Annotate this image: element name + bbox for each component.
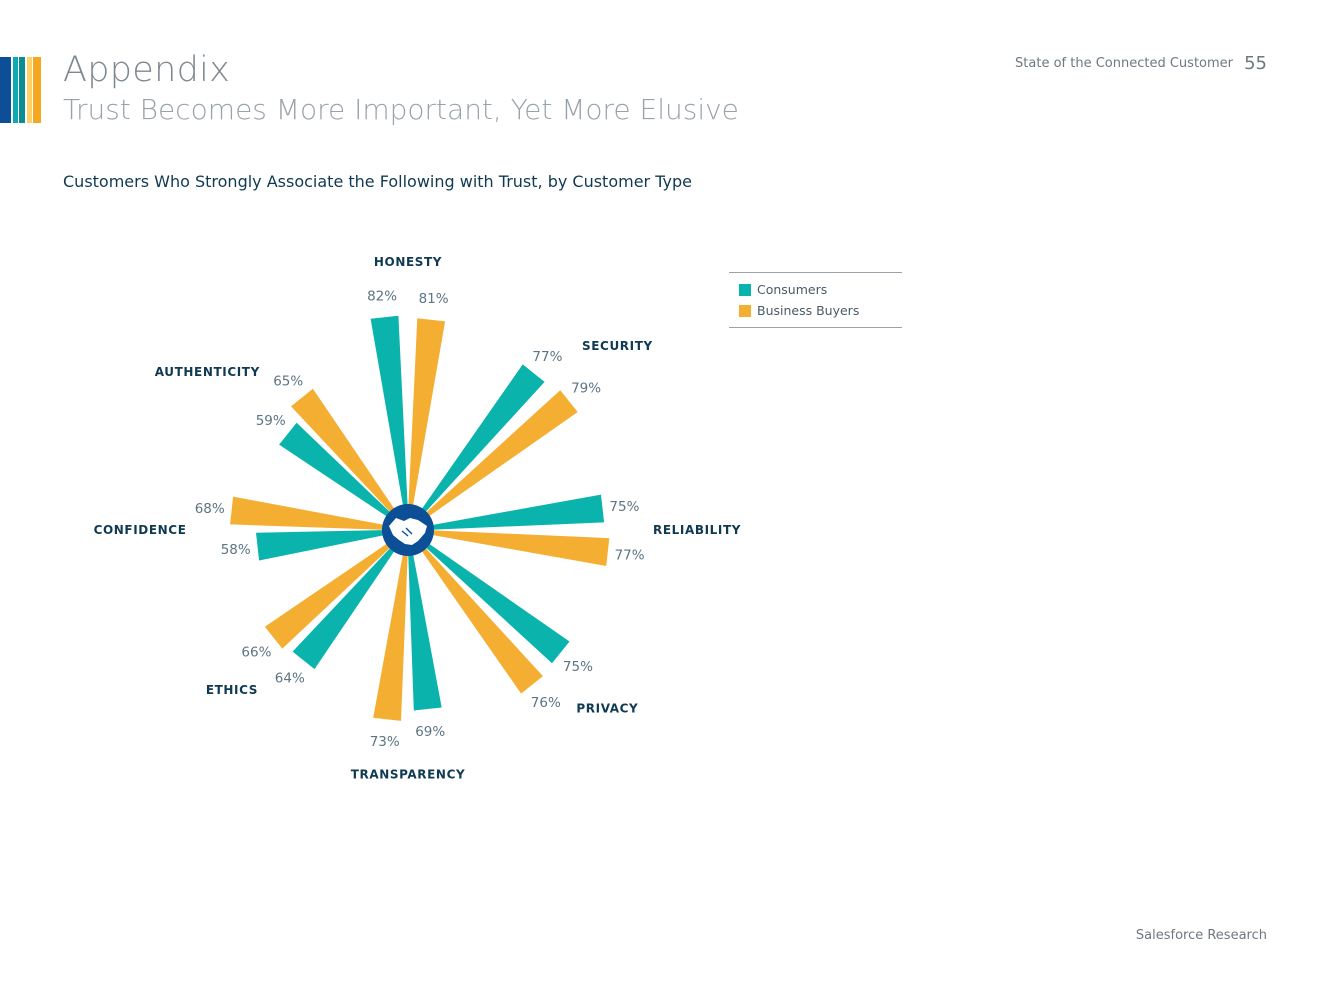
bar-security-business-buyers [416, 390, 578, 524]
category-label-reliability: RELIABILITY [653, 523, 741, 537]
accent-bar-orange [33, 57, 41, 123]
bar-authenticity-business-buyers [291, 388, 402, 522]
category-label-transparency: TRANSPARENCY [351, 768, 466, 782]
bar-honesty-consumers [370, 315, 409, 519]
bar-transparency-consumers [407, 541, 442, 711]
bar-confidence-business-buyers [230, 496, 397, 531]
bar-honesty-business-buyers [407, 318, 446, 519]
value-label-privacy-business-buyers: 76% [531, 695, 561, 711]
value-label-transparency-consumers: 69% [415, 724, 445, 740]
legend-swatch-consumers [739, 283, 751, 296]
accent-bar-yellow [27, 57, 32, 123]
value-label-ethics-business-buyers: 66% [241, 645, 271, 661]
accent-bars [0, 57, 42, 123]
value-label-authenticity-business-buyers: 65% [273, 373, 303, 389]
category-label-confidence: CONFIDENCE [94, 523, 187, 537]
category-label-privacy: PRIVACY [576, 701, 638, 715]
bar-privacy-business-buyers [414, 538, 543, 694]
category-label-ethics: ETHICS [206, 683, 258, 697]
value-label-transparency-business-buyers: 73% [370, 734, 400, 750]
value-label-authenticity-consumers: 59% [256, 413, 286, 429]
document-title: State of the Connected Customer [1015, 56, 1233, 71]
value-label-honesty-consumers: 82% [367, 288, 397, 304]
value-label-honesty-business-buyers: 81% [419, 291, 449, 307]
chart-title: Customers Who Strongly Associate the Fol… [63, 172, 692, 191]
value-labels-group: 82% 81% 77% 79% 75% 77% 75% 76% 69% 73% 64%66% 58% 6… [195, 288, 645, 750]
value-label-security-consumers: 77% [532, 349, 562, 365]
accent-bar-teal-dark [19, 57, 25, 123]
category-label-authenticity: AUTHENTICITY [155, 365, 260, 379]
bar-reliability-consumers [419, 494, 605, 531]
value-label-confidence-business-buyers: 68% [195, 501, 225, 517]
value-label-reliability-consumers: 75% [609, 499, 639, 515]
bar-ethics-consumers [292, 538, 402, 670]
value-label-ethics-consumers: 64% [275, 671, 305, 687]
bar-confidence-consumers [256, 529, 397, 561]
handshake-icon [382, 504, 434, 556]
category-label-honesty: HONESTY [374, 255, 442, 269]
category-labels-group: HONESTY SECURITY RELIABILITY PRIVACY TRANSPA… [94, 255, 741, 782]
value-label-reliability-business-buyers: 77% [615, 548, 645, 564]
value-label-privacy-consumers: 75% [563, 659, 593, 675]
value-label-confidence-consumers: 58% [221, 542, 251, 558]
chart-legend: Consumers Business Buyers [729, 272, 902, 328]
legend-item-business-buyers: Business Buyers [729, 300, 902, 321]
page-number: 55 [1244, 53, 1267, 74]
legend-label-business-buyers: Business Buyers [757, 303, 860, 318]
category-label-security: SECURITY [582, 339, 653, 353]
bar-security-consumers [414, 364, 545, 522]
bar-privacy-consumers [416, 536, 570, 664]
accent-bar-teal [13, 57, 18, 123]
bar-ethics-business-buyers [264, 536, 400, 649]
bar-authenticity-consumers [279, 422, 400, 524]
page-subtitle: Trust Becomes More Important, Yet More E… [63, 93, 739, 126]
legend-swatch-business-buyers [739, 304, 751, 317]
bar-reliability-business-buyers [419, 529, 610, 566]
bars-group [230, 315, 610, 721]
legend-item-consumers: Consumers [729, 279, 902, 300]
bar-transparency-business-buyers [373, 541, 409, 721]
accent-bar-navy [0, 57, 11, 123]
footer-text: Salesforce Research [1135, 928, 1267, 943]
legend-label-consumers: Consumers [757, 282, 828, 297]
value-label-security-business-buyers: 79% [571, 380, 601, 396]
page-title: Appendix [63, 50, 231, 90]
